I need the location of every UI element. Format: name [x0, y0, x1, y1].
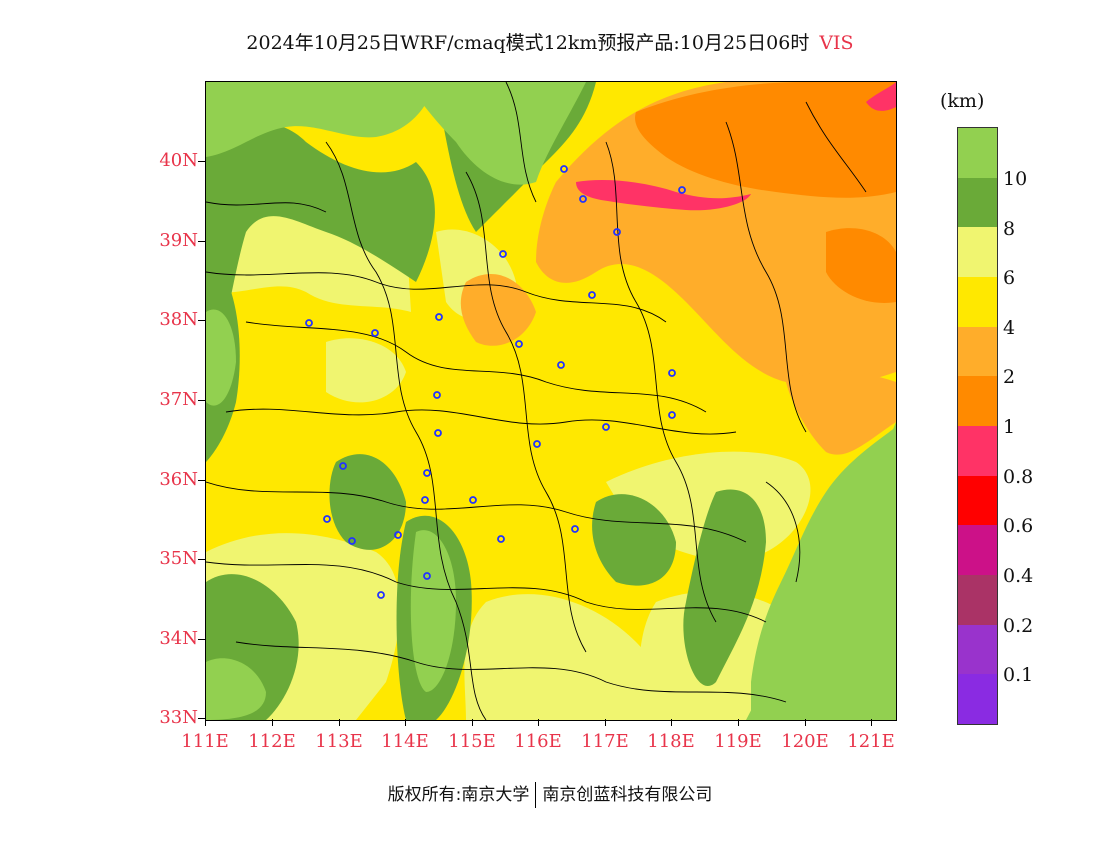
copyright-footer: 版权所有:南京大学 南京创蓝科技有限公司 [0, 780, 1100, 808]
vis-8-10-zone [592, 494, 676, 586]
lon-label: 121E [847, 731, 895, 752]
legend-swatch [958, 475, 997, 526]
legend-swatch [958, 276, 997, 327]
vis-8-10-zone [206, 123, 435, 382]
lon-label: 111E [181, 731, 229, 752]
legend-label: 4 [1003, 317, 1016, 339]
lat-label: 34N [159, 628, 198, 649]
vis-8-10-zone [329, 454, 406, 550]
legend-label: 8 [1003, 218, 1016, 240]
vis-over-10-zone [206, 82, 436, 157]
lat-tick [198, 559, 205, 560]
vis-6-8-zone [464, 594, 668, 720]
lat-label: 38N [159, 309, 198, 330]
lon-tick [805, 719, 806, 726]
lat-label: 33N [159, 707, 198, 728]
map-title: 2024年10月25日WRF/cmaq模式12km预报产品:10月25日06时 V… [0, 28, 1100, 55]
variable-name: VIS [819, 32, 854, 54]
vis-8-10-zone [683, 489, 766, 686]
legend-swatch [958, 525, 997, 575]
lat-tick [198, 161, 205, 162]
vis-1-2-zone [826, 228, 896, 303]
lat-tick [198, 400, 205, 401]
legend-label: 0.6 [1003, 515, 1034, 537]
lon-label: 115E [448, 731, 496, 752]
city-markers [305, 165, 686, 599]
color-legend [957, 127, 998, 725]
legend-label: 2 [1003, 366, 1016, 388]
legend-label: 0.8 [1003, 466, 1034, 488]
legend-label: 1 [1003, 416, 1016, 438]
legend-label: 0.2 [1003, 615, 1034, 637]
lon-label: 116E [514, 731, 562, 752]
vis-2-4-zone [786, 370, 896, 455]
legend-label: 0.1 [1003, 664, 1034, 686]
lon-tick [871, 719, 872, 726]
lon-tick [605, 719, 606, 726]
lon-tick [405, 719, 406, 726]
lon-label: 114E [381, 731, 429, 752]
legend-swatch [958, 624, 997, 675]
lon-tick [472, 719, 473, 726]
lat-tick [198, 320, 205, 321]
legend-label: 6 [1003, 267, 1016, 289]
copyright-left: 版权所有:南京大学 [387, 785, 530, 805]
lon-label: 119E [714, 731, 762, 752]
lon-tick [671, 719, 672, 726]
footer-divider [535, 782, 537, 808]
lon-label: 113E [315, 731, 363, 752]
lat-label: 39N [159, 230, 198, 251]
lon-label: 118E [647, 731, 695, 752]
title-text: 2024年10月25日WRF/cmaq模式12km预报产品:10月25日06时 [246, 32, 810, 54]
lat-tick [198, 639, 205, 640]
visibility-map [205, 81, 897, 721]
legend-swatch [958, 425, 997, 476]
lat-label: 40N [159, 150, 198, 171]
legend-swatch [958, 128, 997, 178]
legend-swatch [958, 574, 997, 625]
legend-swatch [958, 326, 997, 377]
vis-6-8-zone [326, 338, 406, 403]
lon-label: 120E [781, 731, 829, 752]
vis-1-2-zone [635, 82, 896, 198]
lat-tick [198, 241, 205, 242]
legend-label: 0.4 [1003, 565, 1034, 587]
vis-over-10-zone [406, 82, 586, 185]
lat-tick [198, 718, 205, 719]
lat-label: 36N [159, 469, 198, 490]
lat-label: 35N [159, 548, 198, 569]
lon-tick [272, 719, 273, 726]
lon-tick [205, 719, 206, 726]
legend-swatch [958, 674, 997, 724]
sea-area [751, 427, 896, 720]
vis-over-10-zone [206, 658, 266, 720]
lon-label: 112E [248, 731, 296, 752]
lon-tick [738, 719, 739, 726]
legend-swatch [958, 177, 997, 228]
vis-0.8-1-zone [576, 180, 751, 211]
legend-unit: (km) [940, 90, 985, 112]
legend-swatch [958, 227, 997, 277]
lat-label: 37N [159, 389, 198, 410]
vis-over-10-zone [206, 309, 236, 406]
legend-label: 10 [1003, 168, 1028, 190]
legend-swatch [958, 376, 997, 426]
lat-tick [198, 480, 205, 481]
copyright-right: 南京创蓝科技有限公司 [542, 785, 713, 805]
lon-label: 117E [581, 731, 629, 752]
vis-0.8-1-zone [866, 82, 896, 111]
admin-boundaries [206, 82, 867, 720]
vis-2-4-zone [460, 273, 536, 346]
lon-tick [339, 719, 340, 726]
lon-tick [538, 719, 539, 726]
